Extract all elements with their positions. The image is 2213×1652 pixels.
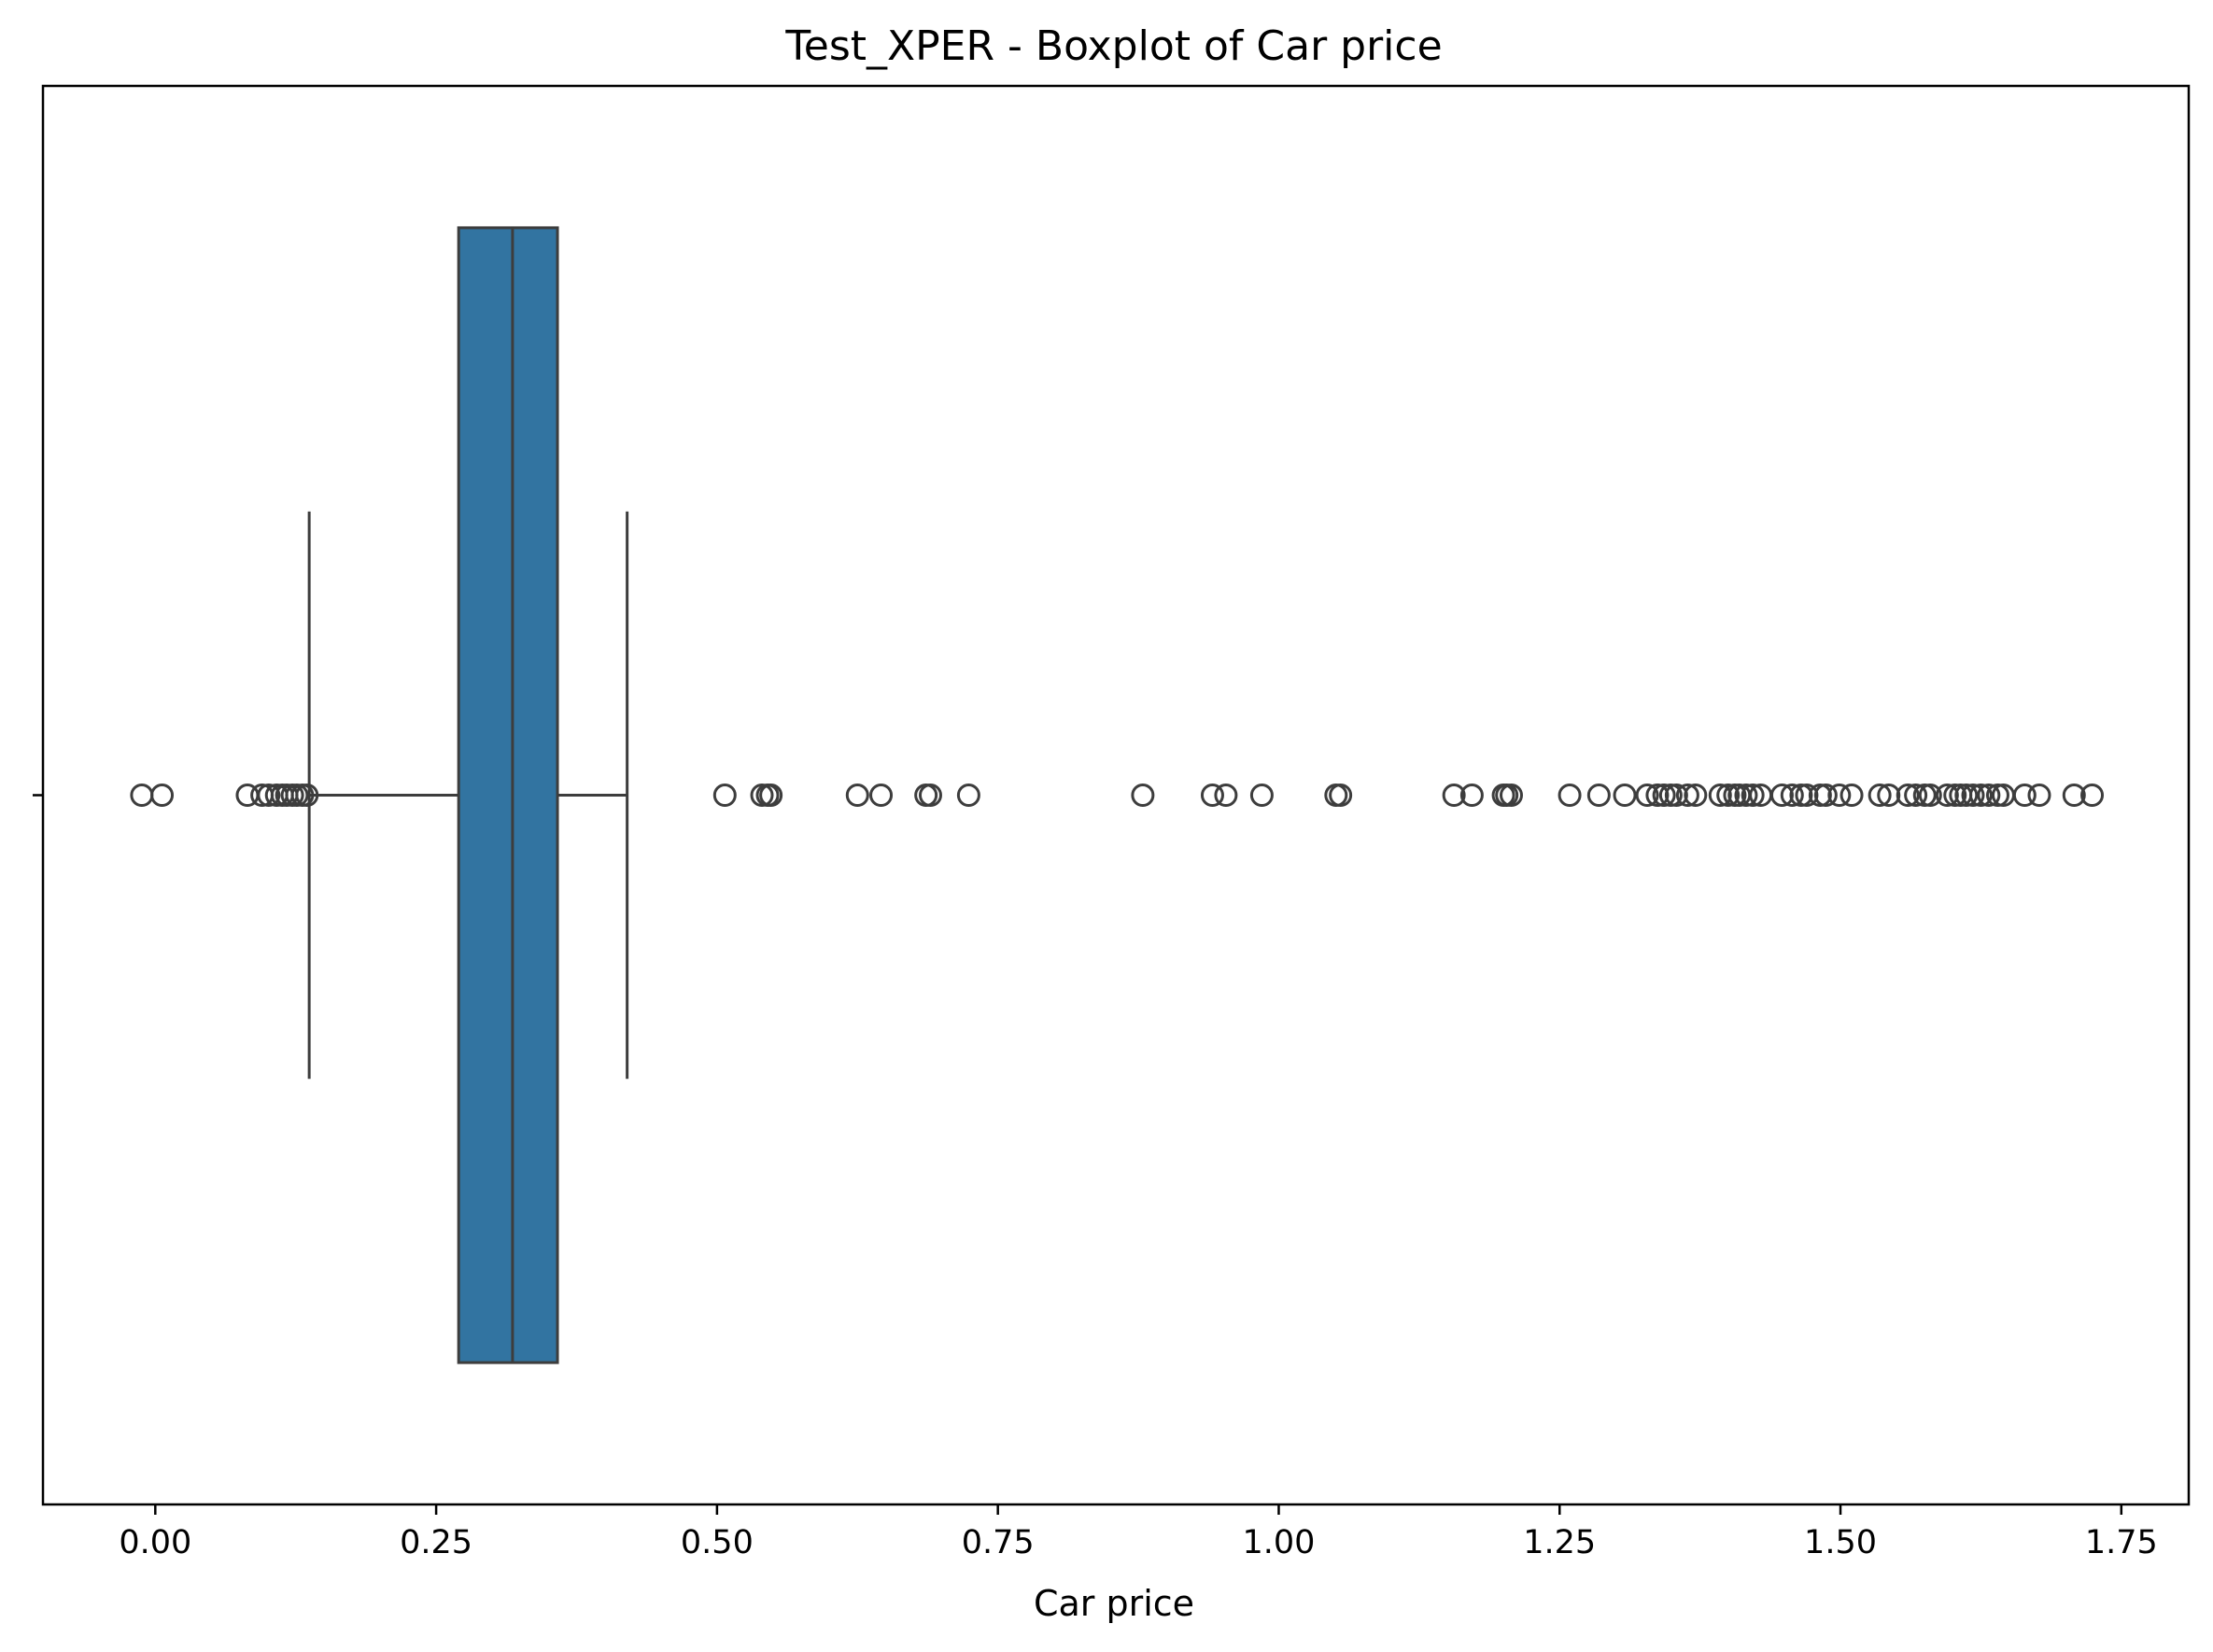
- x-tick-label: 1.50: [1804, 1524, 1877, 1561]
- outlier-point: [1896, 784, 1920, 807]
- x-tick-label: 0.25: [400, 1524, 472, 1561]
- outlier-point: [2062, 784, 2086, 807]
- outlier-point: [295, 784, 319, 807]
- outlier-point: [1684, 784, 1708, 807]
- x-tick-label: 1.25: [1523, 1524, 1596, 1561]
- outlier-point: [1839, 784, 1864, 807]
- outlier-point: [1558, 784, 1582, 807]
- outlier-point: [1214, 784, 1238, 807]
- outlier-point: [1789, 784, 1813, 807]
- outlier-point: [750, 784, 774, 807]
- outlier-point: [712, 784, 737, 807]
- outlier-point: [1658, 784, 1683, 807]
- outlier-point: [1961, 784, 1985, 807]
- outlier-point: [1780, 784, 1804, 807]
- outlier-point: [1968, 784, 1993, 807]
- outlier-point: [1954, 784, 1979, 807]
- outlier-point: [1935, 784, 1959, 807]
- outlier-point: [2027, 784, 2051, 807]
- chart-title: Test_XPER - Boxplot of Car price: [784, 22, 1442, 70]
- outlier-point: [150, 784, 175, 807]
- outlier-point: [1459, 784, 1484, 807]
- outlier-point: [1645, 784, 1670, 807]
- outlier-point: [2012, 784, 2037, 807]
- outlier-point: [1808, 784, 1832, 807]
- outlier-point: [1675, 784, 1699, 807]
- iqr-box: [457, 226, 559, 1364]
- x-tick-label: 1.75: [2085, 1524, 2158, 1561]
- x-tick-label: 1.00: [1242, 1524, 1315, 1561]
- outlier-point: [1912, 784, 1937, 807]
- outlier-point: [1827, 784, 1852, 807]
- outlier-point: [1813, 784, 1838, 807]
- outlier-point: [1500, 784, 1524, 807]
- outlier-point: [869, 784, 894, 807]
- outlier-point: [1613, 784, 1637, 807]
- outlier-point: [1904, 784, 1928, 807]
- outlier-point: [130, 784, 154, 807]
- outlier-point: [285, 784, 309, 807]
- outlier-point: [1741, 784, 1765, 807]
- plot-content: [130, 226, 2105, 1364]
- outlier-point: [1652, 784, 1676, 807]
- outlier-point: [1586, 784, 1611, 807]
- outlier-point: [1977, 784, 2001, 807]
- outlier-point: [845, 784, 869, 807]
- outlier-point: [1985, 784, 2009, 807]
- outlier-point: [956, 784, 980, 807]
- outlier-point: [1868, 784, 1892, 807]
- x-tick-label: 0.75: [962, 1524, 1035, 1561]
- outlier-point: [1131, 784, 1155, 807]
- outlier-point: [1200, 784, 1224, 807]
- outlier-point: [759, 784, 783, 807]
- outlier-point: [2080, 784, 2105, 807]
- outlier-point: [1918, 784, 1942, 807]
- x-tick-label: 0.00: [119, 1524, 191, 1561]
- outlier-point: [914, 784, 938, 807]
- outlier-point: [257, 784, 281, 807]
- outlier-point: [1877, 784, 1901, 807]
- outlier-point: [1734, 784, 1758, 807]
- outlier-point: [1708, 784, 1732, 807]
- outlier-point: [1769, 784, 1794, 807]
- outlier-point: [1324, 784, 1348, 807]
- outlier-point: [1943, 784, 1967, 807]
- x-axis: 0.00 0.25 0.50 0.75 1.00 1.25 1.50 1.75: [119, 1504, 2158, 1561]
- outlier-point: [1664, 784, 1688, 807]
- outlier-point: [1442, 784, 1466, 807]
- outlier-point: [1795, 784, 1819, 807]
- outlier-point: [1635, 784, 1659, 807]
- outlier-point: [1716, 784, 1741, 807]
- outlier-point: [1249, 784, 1274, 807]
- outlier-point: [918, 784, 942, 807]
- outlier-point: [1329, 784, 1353, 807]
- x-tick-label: 0.50: [681, 1524, 754, 1561]
- x-axis-label: Car price: [1034, 1583, 1194, 1624]
